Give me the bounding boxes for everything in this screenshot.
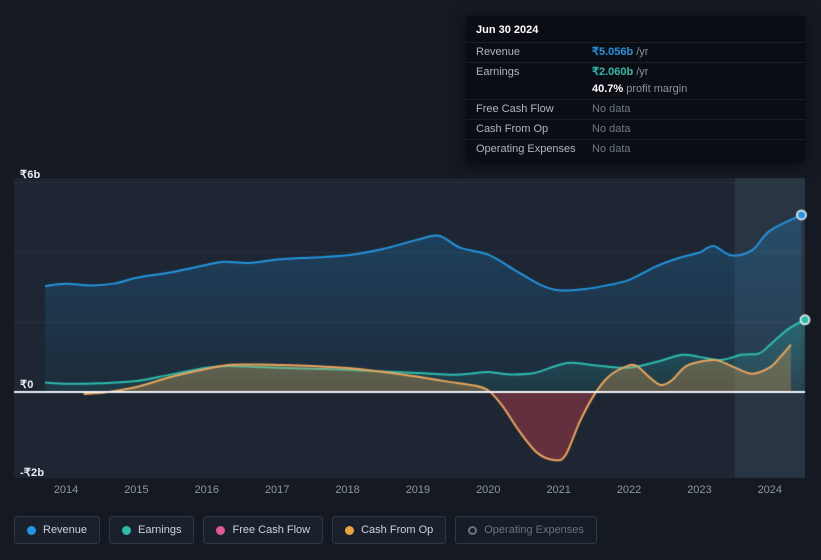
tooltip-row-suffix: profit margin	[626, 82, 688, 95]
tooltip-row-value: 40.7%	[592, 82, 624, 95]
x-axis-tick: 2016	[194, 484, 220, 496]
tooltip-row-revenue: Revenue ₹5.056b/yr	[466, 42, 805, 62]
tooltip-row-free-cash-flow: Free Cash Flow No data	[466, 99, 805, 119]
chart-legend: Revenue Earnings Free Cash Flow Cash From O…	[14, 516, 597, 544]
x-axis-tick: 2023	[687, 484, 712, 496]
tooltip-row-suffix: /yr	[636, 66, 649, 78]
legend-item-operating-expenses[interactable]: Operating Expenses	[455, 516, 597, 544]
operating-expenses-dot-icon	[468, 525, 478, 535]
tooltip-date: Jun 30 2024	[476, 24, 539, 36]
tooltip-row-profit-margin: 40.7% profit margin	[466, 82, 805, 99]
x-axis-tick: 2020	[476, 484, 501, 496]
revenue-dot-icon	[27, 525, 36, 535]
tooltip-rows: Revenue ₹5.056b/yr Earnings ₹2.060b/yr 40.7%…	[466, 42, 805, 159]
chart-tooltip: Jun 30 2024 Revenue ₹5.056b/yr Earnings ₹2.…	[466, 16, 805, 162]
x-axis-tick: 2017	[264, 484, 290, 496]
tooltip-row-label: Operating Expenses	[476, 143, 576, 155]
legend-item-revenue[interactable]: Revenue	[14, 516, 101, 544]
x-axis-tick: 2022	[616, 484, 642, 496]
tooltip-row-value: No data	[592, 143, 631, 155]
tooltip-row-label: Revenue	[476, 46, 521, 58]
x-axis-tick: 2021	[546, 484, 571, 496]
tooltip-row-suffix: /yr	[636, 46, 649, 58]
legend-item-label: Free Cash Flow	[232, 524, 311, 536]
y-axis-tick: -₹2b	[20, 466, 45, 479]
legend-item-label: Earnings	[138, 524, 182, 536]
legend-item-earnings[interactable]: Earnings	[109, 516, 195, 544]
tooltip-row-value: No data	[592, 103, 631, 115]
legend-item-cash-from-op[interactable]: Cash From Op	[332, 516, 447, 544]
legend-item-free-cash-flow[interactable]: Free Cash Flow	[203, 516, 324, 544]
tooltip-row-earnings: Earnings ₹2.060b/yr	[466, 62, 805, 82]
legend-item-label: Cash From Op	[361, 524, 434, 536]
legend-item-label: Revenue	[43, 524, 88, 536]
tooltip-row-label: Earnings	[476, 66, 520, 78]
tooltip-row-operating-expenses: Operating Expenses No data	[466, 139, 805, 159]
free-cash-flow-dot-icon	[216, 525, 226, 535]
tooltip-row-label: Cash From Op	[476, 123, 549, 135]
x-axis-tick: 2014	[53, 484, 79, 496]
tooltip-row-value: ₹2.060b	[592, 66, 634, 78]
tooltip-row-value: No data	[592, 123, 631, 135]
tooltip-row-cash-from-op: Cash From Op No data	[466, 119, 805, 139]
tooltip-row-label: Free Cash Flow	[476, 103, 554, 115]
cash-from-op-dot-icon	[345, 525, 355, 535]
x-axis-tick: 2019	[405, 484, 431, 496]
y-axis-tick: ₹0	[20, 378, 34, 391]
y-axis-tick: ₹6b	[20, 168, 41, 181]
x-axis-tick: 2018	[335, 484, 360, 496]
x-axis-tick: 2024	[757, 484, 783, 496]
earnings-dot-icon	[122, 525, 132, 535]
tooltip-row-value: ₹5.056b	[592, 46, 634, 58]
legend-item-label: Operating Expenses	[484, 524, 584, 536]
x-axis-tick: 2015	[124, 484, 149, 496]
